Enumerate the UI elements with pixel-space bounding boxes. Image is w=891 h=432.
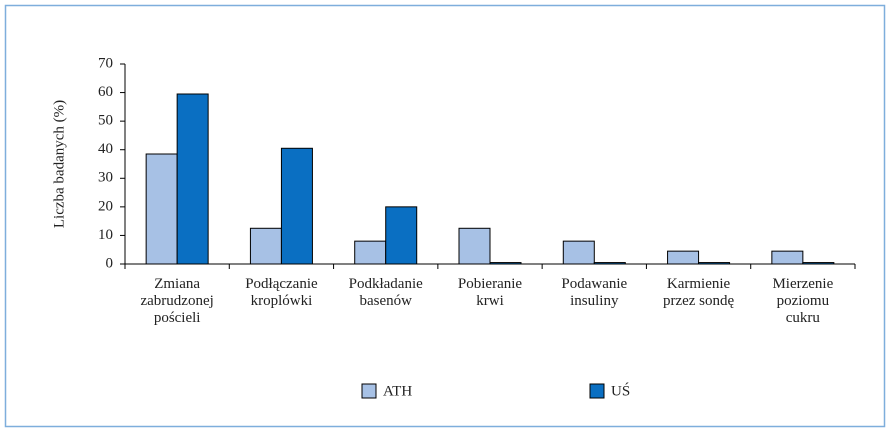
legend-swatch: [589, 383, 605, 399]
y-tick-label: 10: [98, 227, 113, 243]
bar: [667, 250, 700, 265]
frame: [4, 4, 886, 428]
bar: [354, 240, 387, 265]
x-tick-label-line: poziomu: [777, 293, 830, 309]
bar: [698, 262, 731, 265]
x-tick-label-line: Pobieranie: [458, 276, 522, 292]
y-tick-label: 70: [98, 55, 113, 71]
x-tick-label-line: Mierzenie: [772, 276, 833, 292]
bar: [176, 93, 209, 265]
x-tick-label-line: Zmiana: [154, 276, 200, 292]
bar: [145, 153, 178, 265]
x-tick-label-line: pościeli: [154, 310, 201, 326]
y-axis-label: Liczba badanych (%): [51, 100, 67, 228]
bar: [385, 206, 418, 265]
bar: [458, 227, 491, 265]
y-tick-label: 60: [98, 84, 113, 100]
x-tick-label-line: Karmienie: [667, 276, 731, 292]
x-tick-label-line: zabrudzonej: [140, 293, 213, 309]
bar: [489, 262, 522, 265]
bar: [802, 262, 835, 265]
x-tick-label: Zmiana zabrudzonej pościeli: [140, 276, 213, 326]
x-tick-label-line: kroplówki: [251, 293, 313, 309]
y-tick-label: 30: [98, 170, 113, 186]
x-tick-label-line: Podawanie: [561, 276, 627, 292]
x-tick-label: Pobieranie krwi: [458, 276, 522, 309]
x-tick-label-line: insuliny: [570, 293, 619, 309]
bar: [593, 262, 626, 265]
y-tick-label: 50: [98, 113, 113, 129]
bar: [249, 227, 282, 265]
x-tick-label: Podłączanie kroplówki: [245, 276, 318, 309]
x-tick-label: Mierzenie poziomu cukru: [772, 276, 833, 326]
bar: [280, 147, 313, 265]
x-tick-label-line: przez sondę: [663, 293, 735, 309]
x-tick-label-line: krwi: [476, 293, 504, 309]
x-tick-label-line: Podłączanie: [245, 276, 318, 292]
x-tick-label: Podkładanie basenów: [349, 276, 423, 309]
x-tick-label-line: Podkładanie: [349, 276, 423, 292]
x-tick-label: Podawanie insuliny: [561, 276, 627, 309]
x-tick-label-line: basenów: [359, 293, 412, 309]
bar: [562, 240, 595, 265]
x-tick-label-line: cukru: [786, 310, 821, 326]
y-tick-label: 0: [106, 255, 114, 271]
legend-label: UŚ: [611, 382, 630, 399]
legend-label: ATH: [383, 383, 412, 399]
bar: [771, 250, 804, 265]
x-tick-label: Karmienie przez sondę: [663, 276, 735, 309]
legend-swatch: [361, 383, 377, 399]
y-tick-label: 20: [98, 198, 113, 214]
y-tick-label: 40: [98, 141, 113, 157]
